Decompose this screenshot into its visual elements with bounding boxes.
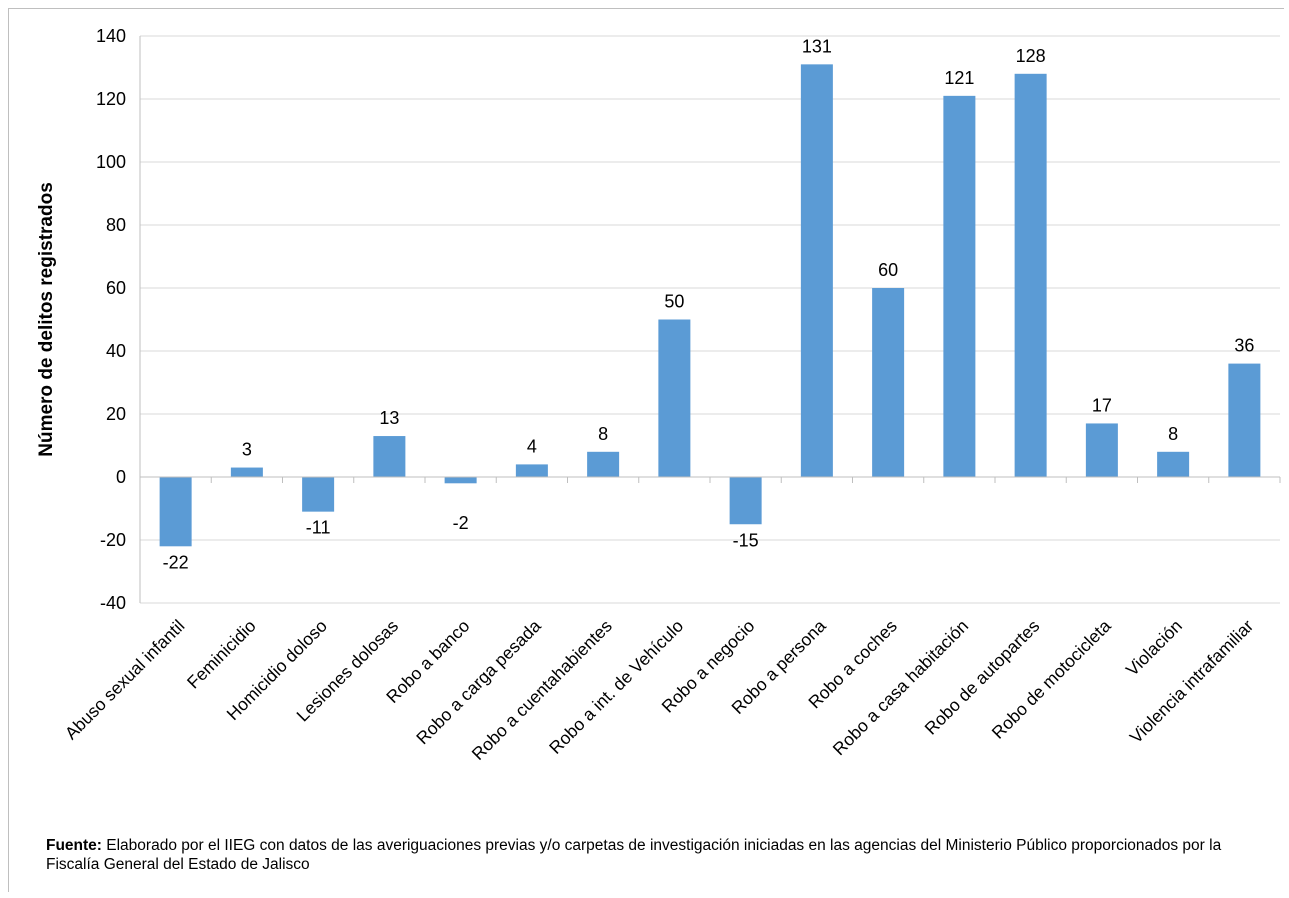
- x-tick-label: Robo de motocicleta: [988, 616, 1115, 743]
- bar: [230, 467, 263, 477]
- data-label: 8: [598, 424, 608, 444]
- data-label: 50: [664, 292, 684, 312]
- data-label: -22: [163, 552, 189, 572]
- bar: [302, 477, 335, 512]
- data-label: 3: [242, 440, 252, 460]
- bar: [373, 436, 406, 477]
- y-tick-label: 80: [106, 215, 126, 235]
- source-text: Elaborado por el IIEG con datos de las a…: [46, 837, 1222, 873]
- data-label: 4: [527, 436, 537, 456]
- y-tick-label: 20: [106, 404, 126, 424]
- data-label: -2: [453, 513, 469, 533]
- data-label: 8: [1168, 424, 1178, 444]
- data-label: 17: [1092, 395, 1112, 415]
- bar-chart: -40 -20 0 20 40 60 80 100 120 140 Número de delito…: [36, 26, 1281, 764]
- bar: [159, 477, 192, 547]
- data-label: 121: [944, 68, 974, 88]
- x-tick-label: Robo a int. de Vehículo: [545, 616, 687, 758]
- x-tick-label: Violación: [1122, 616, 1186, 680]
- data-label: 128: [1016, 46, 1046, 66]
- source-label: Fuente:: [46, 837, 102, 854]
- x-tick-label: Robo a cuentahabientes: [468, 616, 616, 764]
- data-label: 13: [379, 408, 399, 428]
- bar: [1014, 73, 1047, 478]
- bar: [800, 64, 833, 477]
- y-tick-label: 100: [96, 152, 126, 172]
- data-label: -11: [306, 518, 331, 538]
- x-tick-label: Robo a carga pesada: [412, 615, 545, 748]
- data-label: 131: [802, 36, 832, 56]
- y-tick-label: 120: [96, 89, 126, 109]
- bar: [444, 477, 477, 484]
- x-tick-label: Feminicidio: [183, 616, 260, 693]
- bar: [943, 95, 976, 477]
- y-tick-label: 0: [116, 467, 126, 487]
- bar: [729, 477, 762, 525]
- y-axis-title: Número de delitos registrados: [36, 182, 57, 457]
- bar: [658, 319, 691, 477]
- data-label: -15: [733, 530, 759, 550]
- bar: [1228, 363, 1261, 477]
- data-label: 36: [1234, 336, 1254, 356]
- bar: [515, 464, 548, 477]
- bar: [872, 288, 905, 477]
- x-tick-label: Abuso sexual infantil: [61, 616, 189, 744]
- x-tick-label: Violencia intrafamiliar: [1126, 616, 1258, 748]
- bar: [587, 451, 620, 477]
- y-tick-label: 60: [106, 278, 126, 298]
- bar: [1157, 451, 1190, 477]
- source-note: Fuente: Elaborado por el IIEG con datos …: [46, 836, 1266, 874]
- chart-frame: [8, 8, 1284, 892]
- y-tick-label: -20: [100, 530, 126, 550]
- x-tick-label: Robo a casa habitación: [829, 616, 972, 759]
- y-tick-label: 40: [106, 341, 126, 361]
- data-label: 60: [878, 260, 898, 280]
- y-tick-label: 140: [96, 26, 126, 46]
- y-tick-label: -40: [100, 593, 126, 613]
- bar: [1085, 423, 1118, 477]
